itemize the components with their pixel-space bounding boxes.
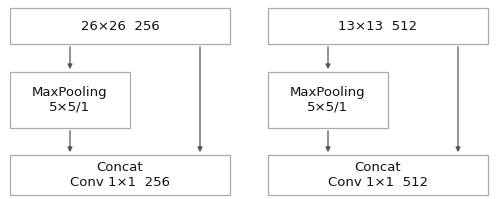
Text: MaxPooling
5×5/1: MaxPooling 5×5/1 [32,86,108,114]
Text: 26×26  256: 26×26 256 [80,20,160,32]
Bar [268,72,388,128]
Bar [268,155,488,195]
Text: 13×13  512: 13×13 512 [338,20,417,32]
Text: MaxPooling
5×5/1: MaxPooling 5×5/1 [290,86,366,114]
Bar [10,72,130,128]
Bar [10,155,230,195]
Text: Concat
Conv 1×1  256: Concat Conv 1×1 256 [70,161,170,189]
Text: Concat
Conv 1×1  512: Concat Conv 1×1 512 [328,161,428,189]
Bar [268,8,488,44]
Bar [10,8,230,44]
